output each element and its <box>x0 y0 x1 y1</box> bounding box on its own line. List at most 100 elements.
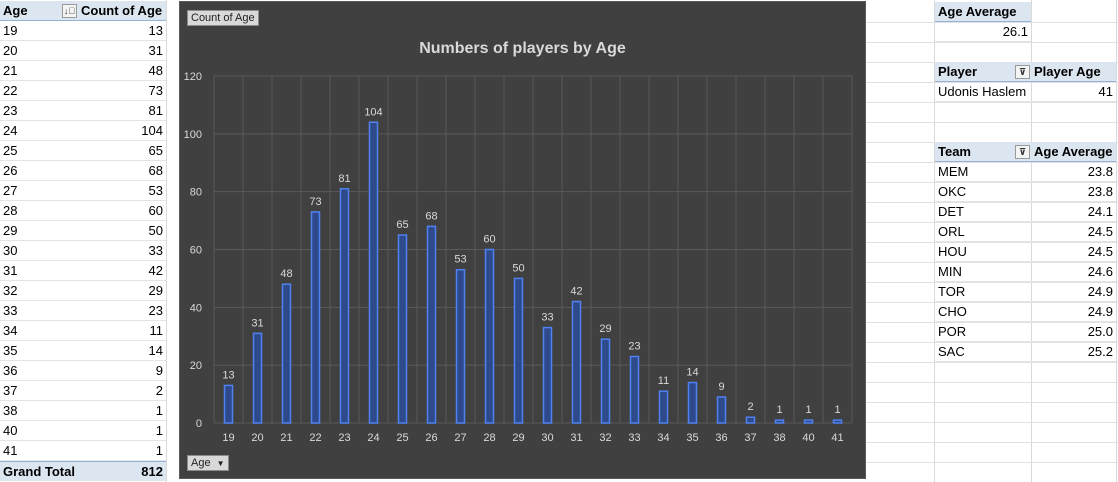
row-divider <box>866 122 1118 123</box>
row-divider <box>866 182 1118 183</box>
x-tick-label: 41 <box>831 432 843 444</box>
age-cell: 31 <box>3 263 18 278</box>
age-average-pivot[interactable]: Age Average 26.1 <box>935 2 1031 42</box>
data-label: 81 <box>338 173 350 185</box>
age-average-label: Age Average <box>938 4 1017 19</box>
value-field-button[interactable]: Count of Age <box>187 10 259 26</box>
filter-icon[interactable]: ⊽ <box>1015 65 1030 79</box>
y-tick-label: 40 <box>190 302 202 314</box>
team-age-average-cell: 24.5 <box>1087 224 1113 239</box>
x-tick-label: 22 <box>309 432 321 444</box>
table-row: Udonis Haslem 41 <box>935 82 1116 102</box>
row-divider <box>866 102 1118 103</box>
x-tick-label: 31 <box>570 432 582 444</box>
age-cell: 36 <box>3 363 18 378</box>
x-tick-label: 35 <box>686 432 698 444</box>
data-label: 65 <box>396 219 408 231</box>
age-count-pivot-table[interactable]: Age ↓⃓ Count of Age 19 13 20 31 21 48 22 73 23 81… <box>0 1 166 481</box>
data-label: 60 <box>483 234 495 246</box>
bar <box>513 277 524 424</box>
table-row: 41 1 <box>0 441 166 461</box>
player-name-cell: Udonis Haslem <box>938 84 1027 99</box>
row-divider <box>866 462 1118 463</box>
x-tick-label: 20 <box>251 432 263 444</box>
header-age: Age <box>3 3 28 18</box>
pivot-chart[interactable]: Count of Age Numbers of players by Age 0… <box>179 1 866 479</box>
pivot-body: 19 13 20 31 21 48 22 73 23 81 24 104 25 65 26 68 27 53 28 6… <box>0 21 166 461</box>
row-divider <box>866 382 1118 383</box>
column-divider <box>1116 0 1117 482</box>
x-tick-label: 19 <box>222 432 234 444</box>
chart-plot-area: 0204060801001201319312048217322812310424… <box>184 71 853 444</box>
row-divider <box>866 202 1118 203</box>
bar <box>339 188 350 424</box>
y-tick-label: 100 <box>184 129 202 141</box>
bar <box>484 248 495 424</box>
player-body: Udonis Haslem 41 <box>935 82 1116 102</box>
bar <box>397 234 408 424</box>
team-cell: SAC <box>938 344 965 359</box>
x-tick-label: 34 <box>657 432 669 444</box>
age-cell: 41 <box>3 443 18 458</box>
sort-icon[interactable]: ↓⃓ <box>62 4 77 18</box>
filter-icon[interactable]: ⊽ <box>1015 145 1030 159</box>
bar <box>745 416 756 424</box>
axis-field-button[interactable]: Age ▼ <box>187 455 229 471</box>
grand-total-row: Grand Total 812 <box>0 461 166 481</box>
age-cell: 40 <box>3 423 18 438</box>
table-row: 30 33 <box>0 241 166 261</box>
team-age-average-cell: 24.5 <box>1087 244 1113 259</box>
age-cell: 25 <box>3 143 18 158</box>
x-tick-label: 32 <box>599 432 611 444</box>
y-tick-label: 80 <box>190 187 202 199</box>
table-row: ORL 24.5 <box>935 222 1116 242</box>
data-label: 14 <box>686 367 698 379</box>
grand-total-value: 812 <box>141 464 163 479</box>
row-divider <box>866 82 1118 83</box>
dropdown-arrow-icon: ▼ <box>216 459 225 468</box>
bar <box>223 384 234 424</box>
age-cell: 24 <box>3 123 18 138</box>
y-tick-label: 0 <box>196 418 202 430</box>
team-age-pivot-table[interactable]: Team ⊽ Age Average MEM 23.8 OKC 23.8 DET 24.1… <box>935 142 1116 362</box>
team-cell: OKC <box>938 184 967 199</box>
data-label: 33 <box>541 312 553 324</box>
data-label: 50 <box>512 262 524 274</box>
table-row: 32 29 <box>0 281 166 301</box>
age-cell: 30 <box>3 243 18 258</box>
count-cell: 48 <box>148 63 163 78</box>
header-player-age: Player Age <box>1034 64 1101 79</box>
data-label: 73 <box>309 196 321 208</box>
team-age-average-cell: 25.0 <box>1087 324 1113 339</box>
age-cell: 27 <box>3 183 18 198</box>
team-age-average-cell: 25.2 <box>1087 344 1113 359</box>
player-pivot-table[interactable]: Player ⊽ Player Age Udonis Haslem 41 <box>935 62 1116 102</box>
data-label: 9 <box>718 381 724 393</box>
bar <box>832 419 843 424</box>
age-cell: 35 <box>3 343 18 358</box>
age-cell: 32 <box>3 283 18 298</box>
data-label: 13 <box>222 369 234 381</box>
count-cell: 81 <box>148 103 163 118</box>
row-divider <box>866 362 1118 363</box>
row-divider <box>866 22 1118 23</box>
x-tick-label: 37 <box>744 432 756 444</box>
x-tick-label: 30 <box>541 432 553 444</box>
table-row: 34 11 <box>0 321 166 341</box>
bar <box>368 121 379 424</box>
data-label: 31 <box>251 317 263 329</box>
table-row: CHO 24.9 <box>935 302 1116 322</box>
data-label: 29 <box>599 323 611 335</box>
data-label: 48 <box>280 268 292 280</box>
table-row: 27 53 <box>0 181 166 201</box>
y-tick-label: 120 <box>184 71 202 83</box>
bar <box>310 211 321 424</box>
data-label: 23 <box>628 340 640 352</box>
count-cell: 33 <box>148 243 163 258</box>
bar <box>803 419 814 424</box>
header-age-average: Age Average <box>1034 144 1113 159</box>
count-cell: 31 <box>148 43 163 58</box>
team-cell: DET <box>938 204 964 219</box>
age-cell: 22 <box>3 83 18 98</box>
x-tick-label: 29 <box>512 432 524 444</box>
